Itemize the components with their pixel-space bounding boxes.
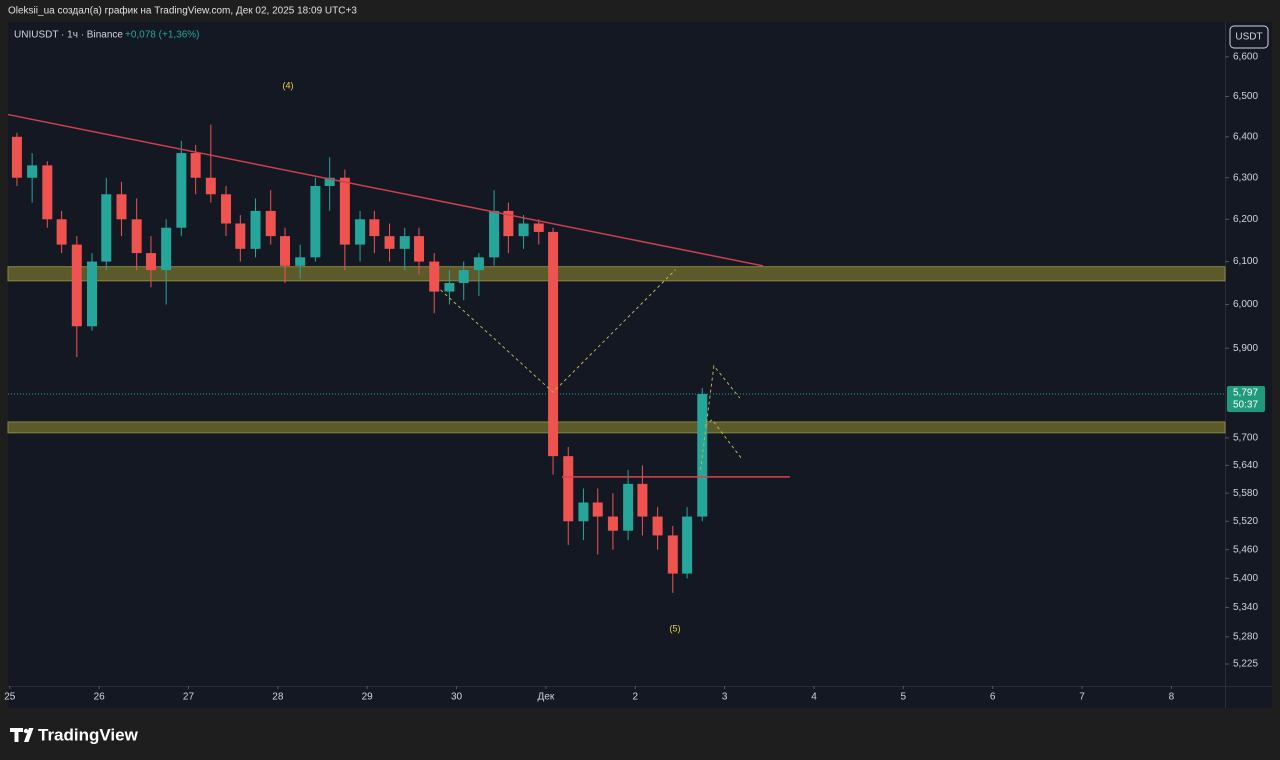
x-tick-label: Дек [538,692,555,703]
x-tick-label: 3 [722,692,728,703]
last-price-box [1227,386,1265,413]
y-tick-label: 6,300 [1233,172,1258,183]
x-tick-label: 25 [4,692,16,703]
wave-label: (4) [283,80,294,90]
candle-body [652,516,663,536]
candle-body [444,282,455,292]
candle-body [145,253,156,271]
candle-body [27,165,38,178]
candle-body [384,236,395,249]
candle-body [489,210,500,258]
candle-body [190,153,201,178]
candle-body [339,177,350,245]
y-tick-label: 5,225 [1233,659,1258,670]
y-tick-label: 5,400 [1233,573,1258,584]
currency-label[interactable]: USDT [1235,32,1262,43]
y-tick-label: 5,640 [1233,460,1258,471]
projection-path [704,418,743,461]
candle-body [399,236,410,249]
candle-body [578,502,589,522]
y-tick-label: 5,580 [1233,488,1258,499]
candle-body [458,270,469,283]
candle-body [682,516,693,574]
candle-body [161,227,172,271]
candle-body [548,231,559,457]
x-tick-label: 8 [1169,692,1175,703]
x-tick-label: 2 [632,692,638,703]
price-change: +0,078 (+1,36%) [125,30,200,41]
candle-body [429,261,440,292]
y-tick-label: 6,400 [1233,131,1258,142]
candle-body [369,219,380,237]
candle-body [607,516,618,531]
y-tick-label: 6,000 [1233,299,1258,310]
x-tick-label: 30 [451,692,463,703]
x-tick-label: 26 [94,692,106,703]
candle-body [533,223,544,232]
candle-body [592,502,603,517]
candle-body [324,177,335,186]
candle-body [414,236,425,262]
x-tick-label: 7 [1079,692,1085,703]
candle-body [131,219,142,254]
header-text: Oleksii_ua создал(а) график на TradingVi… [8,5,357,17]
currency-button[interactable] [1229,25,1269,49]
wave-label: (5) [670,623,681,633]
candle-body [637,483,648,517]
candle-body [11,136,22,178]
projection-path [440,269,676,393]
candle-body [205,177,216,195]
y-tick-label: 5,520 [1233,516,1258,527]
candle-body [42,165,53,220]
candle-body [86,261,97,327]
candle-body [221,194,232,224]
y-tick-label: 5,700 [1233,433,1258,444]
candle-body [503,210,514,237]
price-zone [7,266,1226,282]
candle-body [116,194,127,220]
candle-body [295,257,306,266]
candle-body [355,219,366,245]
y-tick-label: 5,900 [1233,343,1258,354]
logo-text[interactable]: TradingView [38,725,139,744]
trendline [7,113,764,267]
x-tick-label: 27 [183,692,195,703]
y-tick-label: 6,200 [1233,214,1258,225]
candle-body [101,194,112,262]
logo-icon[interactable] [10,728,34,742]
candle-body [56,219,67,245]
x-tick-label: 28 [272,692,284,703]
logo[interactable]: TradingView [10,725,139,744]
y-tick-label: 6,100 [1233,256,1258,267]
candle-body [623,483,634,531]
candle-body [176,153,187,228]
projection-path [699,364,741,471]
candle-body [518,223,529,237]
candle-body [279,236,290,266]
y-tick-label: 6,600 [1233,51,1258,62]
y-tick-label: 5,340 [1233,602,1258,613]
y-tick-label: 5,280 [1233,631,1258,642]
candle-body [250,210,261,249]
candle-body [563,456,574,522]
last-price-label: 5,797 [1233,388,1258,399]
candle-body [310,185,321,258]
candle-body [235,223,246,249]
symbol-title: UNIUSDT · 1ч · Binance [14,30,123,41]
candle-body [71,244,82,327]
candle-body [667,535,678,574]
x-tick-label: 5 [901,692,907,703]
chart-area [8,22,1272,708]
x-tick-label: 29 [362,692,374,703]
countdown-label: 50:37 [1233,400,1258,411]
candle-body [265,210,276,237]
price-zone [7,421,1226,434]
y-tick-label: 6,500 [1233,91,1258,102]
logo-dot[interactable] [23,728,29,734]
candle-body [473,257,484,271]
x-tick-label: 6 [990,692,996,703]
y-tick-label: 5,460 [1233,544,1258,555]
x-tick-label: 4 [811,692,817,703]
